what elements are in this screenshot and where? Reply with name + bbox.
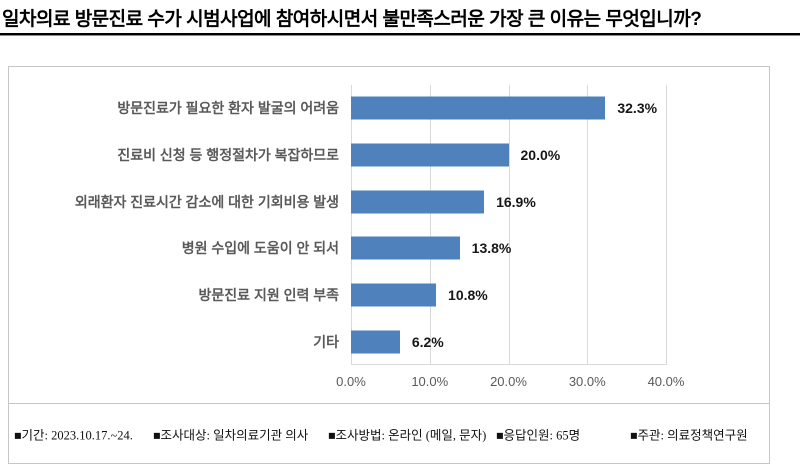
bar bbox=[351, 96, 606, 120]
bar-row: 방문진료가 필요한 환자 발굴의 어려움 32.3% bbox=[9, 85, 766, 132]
category-label: 기타 bbox=[313, 333, 339, 350]
category-label: 진료비 신청 등 행정절차가 복잡하므로 bbox=[117, 146, 339, 163]
bar-row: 기타 6.2% bbox=[9, 318, 766, 365]
x-axis-tick-label: 20.0% bbox=[490, 374, 527, 389]
footer-item-organizer: ■주관: 의료정책연구원 bbox=[630, 428, 748, 442]
data-label: 32.3% bbox=[617, 100, 658, 117]
gridline bbox=[666, 85, 667, 365]
bar bbox=[351, 190, 485, 214]
survey-info-panel: ■기간: 2023.10.17.~24. ■조사대상: 일차의료기관 의사 ■조… bbox=[8, 403, 770, 464]
data-label: 6.2% bbox=[411, 333, 444, 350]
x-axis-tick-label: 30.0% bbox=[568, 374, 606, 389]
gridline bbox=[587, 85, 589, 365]
footer-item-respondents: ■응답인원: 65명 bbox=[496, 428, 581, 442]
data-label: 20.0% bbox=[520, 146, 561, 163]
plot-area: 0.0% 10.0% 20.0% 30.0% 40.0% 방문진료가 필요한 환자 발굴… bbox=[75, 85, 684, 389]
bar bbox=[351, 236, 460, 260]
bar-row: 외래환자 진료시간 감소에 대한 기회비용 발생 16.9% bbox=[9, 178, 766, 225]
gridline bbox=[508, 85, 510, 365]
category-label: 외래환자 진료시간 감소에 대한 기회비용 발생 bbox=[74, 193, 339, 210]
category-label: 병원 수입에 도움이 안 되서 bbox=[181, 240, 339, 257]
bar-row: 방문진료 지원 인력 부족 10.8% bbox=[9, 272, 766, 319]
bar-row: 진료비 신청 등 행정절차가 복잡하므로 20.0% bbox=[9, 132, 766, 179]
page-title: 일차의료 방문진료 수가 시범사업에 참여하시면서 불만족스러운 가장 큰 이유… bbox=[2, 9, 702, 30]
bar bbox=[351, 283, 437, 307]
chart-panel: 0.0% 10.0% 20.0% 30.0% 40.0% 방문진료가 필요한 환자 발굴… bbox=[8, 66, 770, 406]
data-label: 10.8% bbox=[448, 286, 488, 303]
title-divider bbox=[0, 33, 800, 36]
gridline bbox=[429, 85, 431, 365]
footer-item-target: ■조사대상: 일차의료기관 의사 bbox=[153, 428, 309, 442]
x-axis-tick-label: 0.0% bbox=[336, 374, 366, 389]
bar bbox=[351, 143, 509, 167]
category-label: 방문진료가 필요한 환자 발굴의 어려움 bbox=[117, 100, 339, 117]
data-label: 13.8% bbox=[471, 240, 512, 257]
footer-item-method: ■조사방법: 온라인 (메일, 문자) bbox=[328, 428, 487, 442]
data-label: 16.9% bbox=[496, 193, 536, 210]
gridline bbox=[351, 85, 352, 365]
bar bbox=[351, 330, 400, 354]
x-axis-tick-label: 10.0% bbox=[411, 374, 449, 389]
x-axis-tick-label: 40.0% bbox=[647, 374, 685, 389]
category-label: 방문진료 지원 인력 부족 bbox=[198, 286, 339, 303]
bar-row: 병원 수입에 도움이 안 되서 13.8% bbox=[9, 225, 766, 272]
footer-item-period: ■기간: 2023.10.17.~24. bbox=[14, 428, 133, 442]
